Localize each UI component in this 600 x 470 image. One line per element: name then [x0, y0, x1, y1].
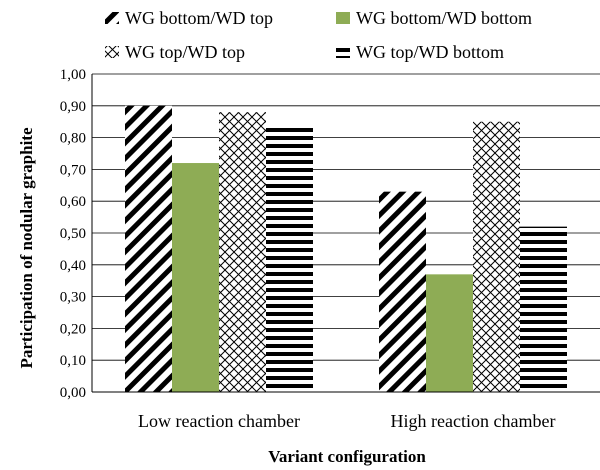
bar — [473, 121, 520, 392]
x-axis-title: Variant configuration — [268, 447, 426, 466]
legend-swatch — [105, 46, 119, 58]
y-tick-label: 0,90 — [60, 99, 86, 115]
y-tick-label: 0,30 — [60, 290, 86, 306]
legend-swatch — [336, 46, 350, 58]
bar — [172, 163, 219, 392]
axes: 0,00 0,10 0,20 0,30 0,40 0,50 0,60 0,70 0,80 0,90… — [60, 67, 600, 431]
bar — [379, 191, 426, 392]
y-tick-label: 0,50 — [60, 226, 86, 242]
bar — [266, 124, 313, 392]
y-tick-label: 0,40 — [60, 258, 86, 274]
legend-label: WG bottom/WD bottom — [356, 8, 532, 28]
y-tick-label: 0,60 — [60, 194, 86, 210]
bar — [125, 105, 172, 393]
legend-swatch — [105, 12, 119, 24]
y-tick-label: 0,10 — [60, 353, 86, 369]
y-axis-title: Participation of nodular graphite — [17, 127, 36, 368]
y-tick-label: 1,00 — [60, 67, 86, 83]
bars — [125, 105, 567, 393]
bar — [426, 274, 473, 392]
legend-label: WG top/WD bottom — [356, 42, 504, 62]
legend-swatch — [336, 12, 350, 24]
y-tick-label: 0,80 — [60, 131, 86, 147]
bar — [219, 112, 266, 392]
legend: WG bottom/WD top WG bottom/WD bottom WG to… — [105, 8, 532, 62]
y-tick-label: 0,00 — [60, 385, 86, 401]
legend-label: WG bottom/WD top — [125, 8, 273, 28]
bar — [520, 226, 567, 392]
legend-label: WG top/WD top — [125, 42, 245, 62]
x-category-label: Low reaction chamber — [138, 411, 300, 431]
y-tick-label: 0,20 — [60, 321, 86, 337]
y-tick-label: 0,70 — [60, 162, 86, 178]
x-category-label: High reaction chamber — [391, 411, 556, 431]
